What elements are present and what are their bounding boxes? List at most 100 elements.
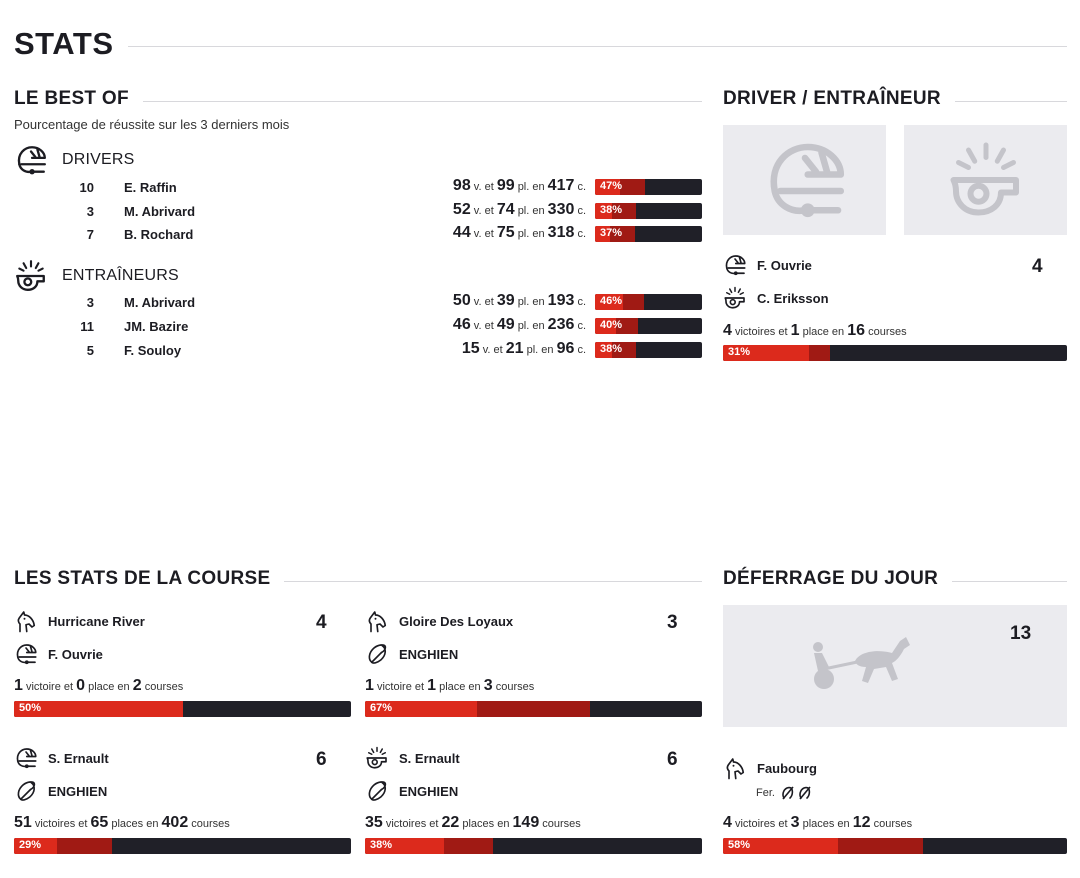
row-name[interactable]: M. Abrivard — [124, 204, 196, 219]
card-line-2-text[interactable]: F. Ouvrie — [48, 646, 103, 662]
card-line-1-text[interactable]: Gloire Des Loyaux — [399, 613, 514, 629]
wins-unit: v. et — [473, 320, 494, 332]
dt-driver-name[interactable]: F. Ouvrie — [757, 257, 812, 273]
card-line-2-text[interactable]: ENGHIEN — [399, 783, 459, 799]
row-name[interactable]: F. Souloy — [124, 343, 182, 358]
places-label: places en — [111, 818, 159, 830]
row-name[interactable]: M. Abrivard — [124, 295, 196, 310]
races-value: 318 — [547, 224, 575, 241]
places-unit: pl. en — [517, 205, 545, 217]
row-number: 7 — [86, 227, 94, 242]
deferrage-divider — [952, 580, 1067, 582]
wins-label: victoires et — [734, 326, 788, 338]
driver-trainer-header: DRIVER / ENTRAÎNEUR — [723, 88, 1067, 110]
percent-label: 50% — [19, 702, 42, 714]
stats-header: STATS — [14, 26, 1067, 62]
wins-value: 4 — [723, 814, 732, 831]
deferrage-horse-name[interactable]: Faubourg — [757, 760, 817, 776]
row-name[interactable]: JM. Bazire — [124, 319, 189, 334]
card-line-1: Hurricane River — [14, 609, 145, 633]
row-stats: 52 v. et 74 pl. en 330 c. — [453, 201, 586, 219]
race-stats-divider — [284, 580, 702, 582]
percent-label: 67% — [370, 702, 393, 714]
races-value: 193 — [547, 292, 575, 309]
page-title: STATS — [14, 26, 114, 61]
row-progress-bar: 47% — [595, 179, 702, 195]
places-value: 1 — [790, 322, 800, 339]
row-stats: 44 v. et 75 pl. en 318 c. — [453, 224, 586, 242]
percent-label: 40% — [600, 319, 623, 331]
deferrage-horse-line: Faubourg — [723, 756, 817, 780]
card-number: 6 — [667, 749, 678, 770]
row-stats: 50 v. et 39 pl. en 193 c. — [453, 292, 586, 310]
races-label: courses — [873, 818, 913, 830]
win-fill — [595, 342, 612, 358]
row-number: 10 — [79, 180, 94, 195]
row-name[interactable]: B. Rochard — [124, 227, 194, 242]
card-line-2-text[interactable]: ENGHIEN — [48, 783, 108, 799]
header-divider — [127, 45, 1067, 47]
places-value: 21 — [505, 340, 524, 357]
wins-unit: v. et — [473, 296, 494, 308]
row-name[interactable]: E. Raffin — [124, 180, 177, 195]
card-line-1-text[interactable]: S. Ernault — [399, 750, 460, 766]
race-stat-card: S. Ernault 6 ENGHIEN 51 victoires et 65 pla… — [14, 743, 351, 858]
wins-unit: v. et — [473, 181, 494, 193]
races-unit: c. — [577, 205, 586, 217]
row-stats: 98 v. et 99 pl. en 417 c. — [453, 177, 586, 195]
races-value: 96 — [556, 340, 575, 357]
card-line-1-text[interactable]: S. Ernault — [48, 750, 109, 766]
deferrage-photo-placeholder — [723, 605, 1067, 727]
horseshoe-icon — [14, 779, 38, 803]
races-unit: c. — [577, 320, 586, 332]
horse-head-icon — [365, 609, 389, 633]
wins-value: 52 — [452, 201, 471, 218]
driver-photo-placeholder — [723, 125, 886, 235]
card-line-1-text[interactable]: Hurricane River — [48, 613, 145, 629]
places-unit: pl. en — [517, 181, 545, 193]
percent-label: 38% — [370, 839, 393, 851]
row-progress-bar: 40% — [595, 318, 702, 334]
card-line-1: S. Ernault — [14, 746, 109, 770]
fer-label: Fer. — [756, 787, 775, 799]
wins-label: victoires et — [34, 818, 88, 830]
wins-unit: v. et — [482, 344, 503, 356]
places-unit: pl. en — [526, 344, 554, 356]
deferrage-summary: 4 victoires et 3 places en 12 courses — [723, 814, 912, 832]
best-of-title: LE BEST OF — [14, 88, 129, 109]
places-value: 99 — [496, 177, 515, 194]
races-value: 3 — [483, 677, 493, 694]
race-stat-card: S. Ernault 6 ENGHIEN 35 victoires et 22 pla… — [365, 743, 702, 858]
whistle-icon — [14, 259, 48, 293]
wins-label: victoires et — [385, 818, 439, 830]
places-unit: pl. en — [517, 320, 545, 332]
card-line-2: F. Ouvrie — [14, 642, 103, 666]
row-number: 3 — [86, 295, 94, 310]
races-unit: c. — [577, 181, 586, 193]
card-number: 6 — [316, 749, 327, 770]
win-fill — [595, 179, 621, 195]
card-number: 3 — [667, 612, 678, 633]
wins-label: victoire et — [25, 681, 74, 693]
wins-unit: v. et — [473, 228, 494, 240]
row-progress-bar: 37% — [595, 226, 702, 242]
row-progress-bar: 38% — [595, 203, 702, 219]
wins-value: 46 — [452, 316, 471, 333]
dt-progress-bar: 31% — [723, 345, 1067, 361]
card-line-2-text[interactable]: ENGHIEN — [399, 646, 459, 662]
drivers-label: DRIVERS — [62, 151, 135, 168]
places-value: 39 — [496, 292, 515, 309]
races-value: 236 — [547, 316, 575, 333]
deferrage-title: DÉFERRAGE DU JOUR — [723, 568, 939, 589]
dt-trainer-name[interactable]: C. Eriksson — [757, 290, 829, 306]
races-value: 12 — [852, 814, 871, 831]
races-label: courses — [191, 818, 230, 830]
helmet-icon — [723, 253, 747, 277]
races-value: 330 — [547, 201, 575, 218]
wins-value: 35 — [365, 814, 383, 831]
win-fill — [595, 294, 623, 310]
places-label: places en — [802, 818, 850, 830]
horse-head-icon — [723, 756, 747, 780]
win-fill — [365, 838, 445, 854]
helmet-icon — [14, 642, 38, 666]
